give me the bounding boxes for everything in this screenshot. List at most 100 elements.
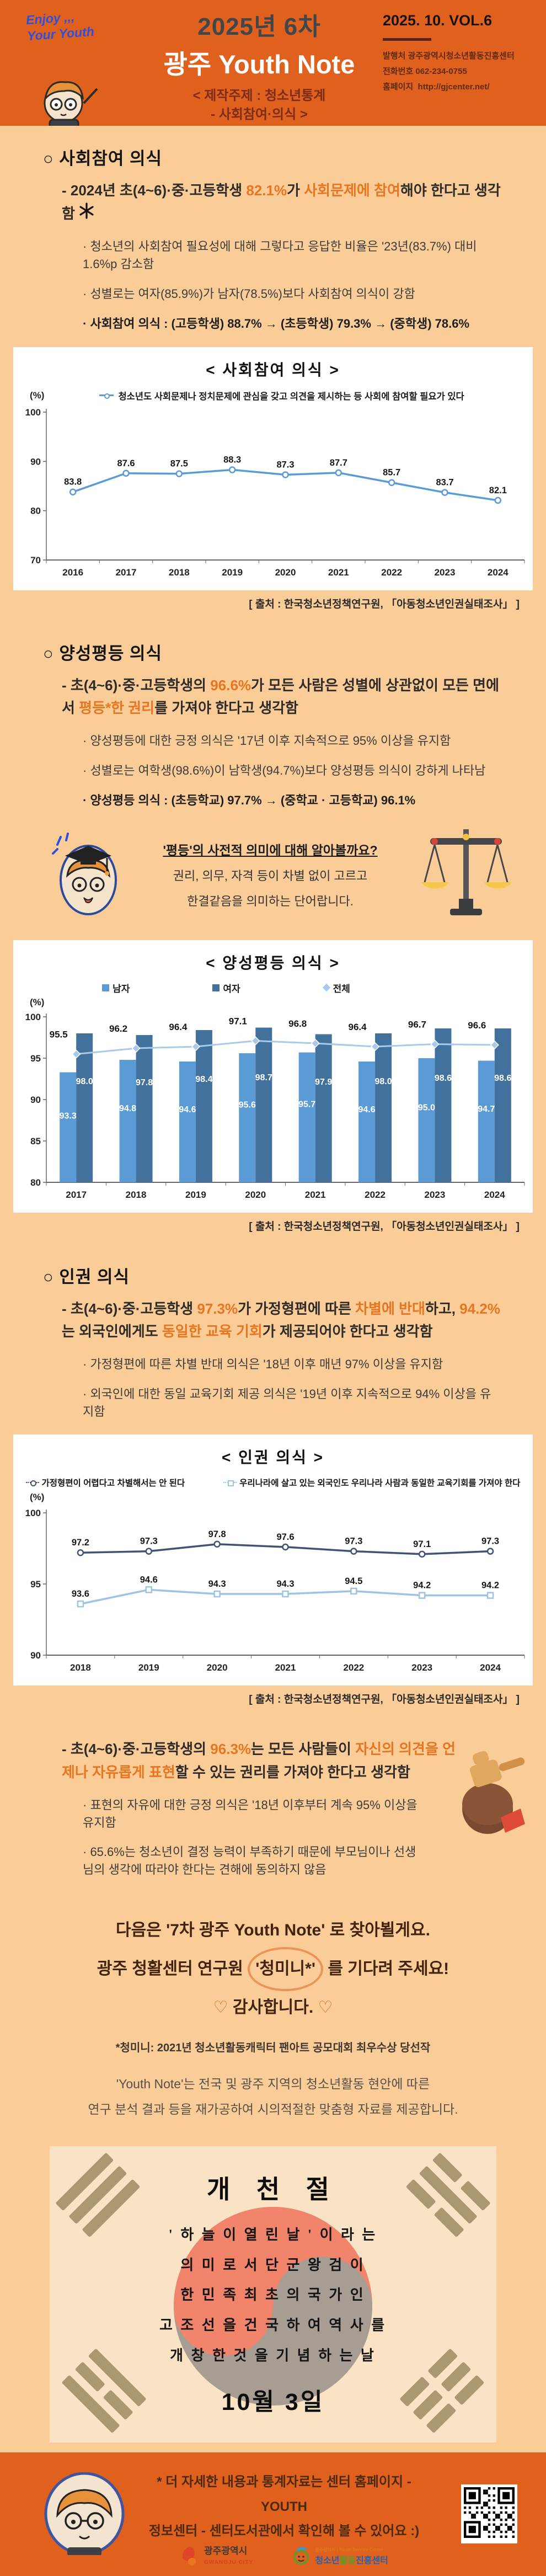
svg-text:97.3: 97.3: [140, 1537, 158, 1546]
svg-text:95: 95: [30, 1579, 41, 1590]
gavel-icon: [448, 1742, 531, 1844]
chart-human-rights: < 인권 의식 > 가정형편이 어렵다고 차별해서는 안 된다 우리나라에 살고…: [13, 1434, 533, 1686]
section-heading-rights: ○ 인권 의식: [43, 1267, 130, 1287]
svg-text:2022: 2022: [365, 1190, 386, 1200]
svg-text:90: 90: [30, 1650, 41, 1661]
chart-title: < 인권 의식 >: [221, 1449, 325, 1466]
svg-text:96.2: 96.2: [109, 1023, 127, 1034]
header: Enjoy ,,, Your Youth 2025년 6차 광주 Youth N…: [0, 0, 546, 126]
svg-text:2018: 2018: [70, 1662, 91, 1673]
svg-text:94.7: 94.7: [478, 1105, 495, 1114]
bar-line-chart-svg: 80 85 90 95 100 2017 2018 2019 2020 2021 2022 2023 2…: [25, 1012, 525, 1200]
outro-line-1: 다음은 '7차 광주 Youth Note' 로 찾아뵐게요.: [116, 1921, 430, 1940]
svg-text:97.1: 97.1: [413, 1539, 431, 1549]
svg-text:95: 95: [30, 1053, 41, 1064]
section-heading-gender: ○ 양성평등 의식: [43, 643, 163, 663]
footer: * 더 자세한 내용과 통계자료는 센터 홈페이지 - YOUTH 정보센터 -…: [0, 2452, 546, 2576]
svg-text:90: 90: [30, 456, 41, 467]
balance-scale-icon: [419, 824, 513, 926]
legend-item-total: 전체: [322, 981, 350, 995]
outro-line-2: 광주 청활센터 연구원 '청미니*' 를 기다려 주세요!: [0, 1947, 546, 1992]
unit-label: (%): [30, 996, 45, 1007]
mascot-pointer-illustration: [33, 65, 105, 126]
svg-text:97.6: 97.6: [276, 1532, 294, 1542]
svg-text:2017: 2017: [66, 1190, 87, 1200]
chart-legend: 남자 여자 전체: [18, 981, 528, 995]
issue-number: 2025년 6차: [197, 13, 321, 40]
chart-source: [ 출처 : 한국청소년정책연구원, 「아동청소년인권실태조사」 ]: [249, 1220, 520, 1233]
svg-text:95.6: 95.6: [239, 1100, 256, 1110]
svg-text:2022: 2022: [343, 1662, 364, 1673]
mascot-avatar: [43, 2472, 126, 2558]
svg-text:87.5: 87.5: [170, 458, 188, 468]
blue-line-marker-icon: [223, 1480, 237, 1487]
svg-text:93.3: 93.3: [60, 1111, 77, 1121]
svg-text:2019: 2019: [222, 567, 243, 578]
outro-footnote: *청미니: 2021년 청소년활동캐릭터 팬아트 공모대회 최우수상 당선작: [115, 2042, 431, 2055]
svg-text:96.4: 96.4: [169, 1022, 188, 1032]
svg-text:100: 100: [25, 1012, 41, 1022]
homepage-link[interactable]: http://gjcenter.net/: [417, 82, 490, 92]
holiday-title: 개 천 절: [207, 2175, 339, 2204]
footer-note: * 더 자세한 내용과 통계자료는 센터 홈페이지 - YOUTH 정보센터 -…: [148, 2474, 420, 2538]
svg-text:94.3: 94.3: [208, 1580, 226, 1590]
svg-text:2023: 2023: [435, 567, 456, 578]
svg-text:96.7: 96.7: [408, 1019, 426, 1030]
expression-block: - 초(4~6)·중·고등학생의 96.3%는 모든 사람들이 자신의 의견을 …: [0, 1706, 546, 1879]
legend-item: 청소년도 사회문제나 정치문제에 관심을 갖고 의견을 제시하는 등 사회에 참…: [99, 389, 464, 402]
header-titles: 2025년 6차 광주 Youth Note < 제작주제 : 청소년통계 - …: [132, 7, 386, 124]
holiday-date: 10월 3일: [221, 2389, 325, 2416]
svg-text:98.0: 98.0: [76, 1076, 93, 1086]
legend-item-family: 가정형편이 어렵다고 차별해서는 안 된다: [25, 1476, 185, 1489]
gender-bullet-2: · 성별로는 여학생(98.6%)이 남학생(94.7%)보다 양성평등 의식이…: [83, 763, 486, 777]
svg-text:87.3: 87.3: [276, 460, 294, 470]
chart-source: [ 출처 : 한국청소년정책연구원, 「아동청소년인권실태조사」 ]: [249, 1694, 520, 1706]
svg-text:94.3: 94.3: [276, 1580, 294, 1590]
svg-text:2024: 2024: [484, 1190, 505, 1200]
expression-bullet-2: · 65.6%는 청소년이 결정 능력이 부족하기 때문에 부모님이나 선생님의…: [83, 1845, 416, 1877]
svg-text:97.8: 97.8: [208, 1529, 226, 1539]
svg-text:97.1: 97.1: [229, 1016, 247, 1026]
unit-label: (%): [30, 1492, 45, 1503]
female-swatch-icon: [212, 984, 220, 991]
svg-text:98.6: 98.6: [494, 1073, 511, 1082]
star-doodle-icon: [78, 202, 95, 226]
issue-topic: < 제작주제 : 청소년통계 - 사회참여·의식 >: [192, 88, 326, 122]
heart-icon: ♡: [318, 1998, 333, 2017]
diamond-marker-icon: [322, 983, 331, 993]
svg-text:98.0: 98.0: [374, 1076, 392, 1086]
svg-text:2018: 2018: [169, 567, 190, 578]
svg-text:2016: 2016: [62, 567, 83, 578]
svg-text:80: 80: [30, 1177, 41, 1188]
line-chart-svg: 70 80 90 100 2016 2017 2018 2019 2020 2021 2022 202…: [25, 407, 525, 578]
chart-legend: (%) 청소년도 사회문제나 정치문제에 관심을 갖고 의견을 제시하는 등 사…: [18, 389, 528, 402]
svg-text:2024: 2024: [480, 1662, 501, 1673]
svg-text:85: 85: [30, 1136, 41, 1146]
social-lead: - 2024년 초(4~6)·중·고등학생 82.1%가 사회문제에 참여해야 …: [62, 179, 507, 226]
svg-text:98.4: 98.4: [195, 1074, 212, 1084]
rights-bullet-1: · 가정형편에 따른 차별 반대 의식은 '18년 이후 매년 97% 이상을 …: [83, 1357, 443, 1371]
outro-thanks: ♡ 감사합니다. ♡: [213, 1998, 333, 2017]
svg-text:95.7: 95.7: [298, 1100, 315, 1109]
svg-text:98.6: 98.6: [435, 1073, 452, 1082]
social-bullet-2: · 성별로는 여자(85.9%)가 남자(78.5%)보다 사회참여 의식이 강…: [83, 286, 415, 301]
svg-text:100: 100: [25, 407, 41, 418]
svg-text:2020: 2020: [207, 1662, 228, 1673]
svg-text:2017: 2017: [116, 567, 137, 578]
svg-text:94.6: 94.6: [140, 1575, 158, 1585]
svg-text:87.7: 87.7: [330, 458, 347, 468]
svg-text:98.7: 98.7: [255, 1073, 272, 1082]
gender-bullet-1: · 양성평등에 대한 긍정 의식은 '17년 이후 지속적으로 95% 이상을 …: [83, 733, 451, 748]
national-foundation-day-card: 개 천 절 ' 하 늘 이 열 린 날 ' 이 라 는 의 미 로 서 단 군 …: [50, 2146, 496, 2443]
unit-label: (%): [30, 390, 45, 401]
line-marker-icon: [99, 393, 114, 399]
svg-text:94.5: 94.5: [345, 1576, 362, 1586]
svg-text:2021: 2021: [328, 567, 349, 578]
svg-text:80: 80: [30, 505, 41, 516]
svg-text:95.5: 95.5: [50, 1029, 68, 1039]
svg-text:2018: 2018: [126, 1190, 147, 1200]
svg-text:2019: 2019: [138, 1662, 159, 1673]
mascot-name-circled: '청미니*': [248, 1947, 323, 1992]
homepage-line: 홈페이지 http://gjcenter.net/: [383, 82, 490, 92]
equality-definition-callout: '평등'의 사전적 의미에 대해 알아볼까요? 권리, 의무, 자격 등이 차별…: [50, 824, 513, 926]
